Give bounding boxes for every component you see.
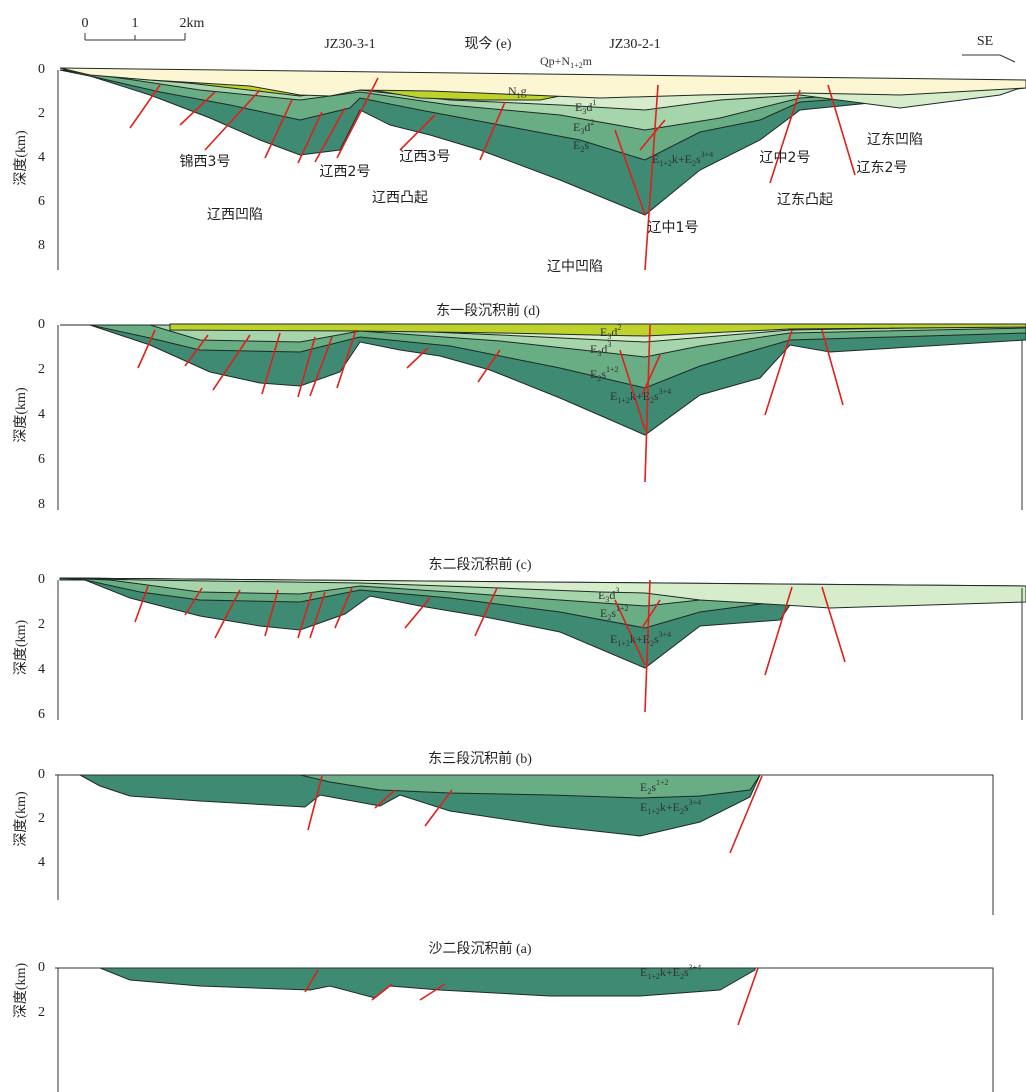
formula-subscript: 1+2 [570,61,583,70]
depth-tick-label: 2 [38,106,45,121]
formula-superscript: 3+4 [689,963,702,972]
formula-superscript: 3 [615,586,619,595]
depth-axis-label: 深度(km) [13,130,29,186]
depth-tick-label: 0 [38,317,45,332]
structure-label: 锦西3号 [180,153,231,170]
formula-superscript: 1+2 [606,365,619,374]
depth-axis-label: 深度(km) [13,963,29,1019]
direction-arrow [962,55,1015,62]
formula-superscript: 1+2 [616,604,629,613]
formula-text: g [521,84,527,98]
section-title: 现今 (e) [464,36,511,52]
formula-text: Qp+N [540,54,570,68]
cross-sections: 0 1 2km JZ30-3-1 JZ30-2-1 SE 现今 (e) 深度(km… [0,0,1026,1092]
formula-text: s [584,138,589,152]
section-panel: 现今 (e)深度(km)02468Qp+N1+2mN1gE3d1E3d2E2sE… [13,36,1026,275]
direction-label: SE [977,34,993,49]
formula-text: E [600,325,607,339]
structure-label: 辽西凹陷 [207,207,263,223]
formula-text: E [590,342,597,356]
depth-tick-label: 0 [38,767,45,782]
formula-superscript: 2 [617,323,621,332]
depth-tick-label: 2 [38,1005,45,1020]
depth-axis-label: 深度(km) [13,620,29,676]
scale-label: 0 [82,16,89,31]
structure-label: 辽西2号 [320,164,371,180]
structure-label: 辽东凹陷 [867,132,923,148]
scale-line [85,33,185,40]
depth-axis-label: 深度(km) [13,791,29,847]
formula-text: E [640,780,647,794]
formula-superscript: 3+4 [659,387,672,396]
depth-tick-label: 2 [38,617,45,632]
formula-text: k+E [630,632,650,646]
depth-tick-label: 0 [38,572,45,587]
formula-text: m [583,54,593,68]
well-label: JZ30-3-1 [324,37,375,52]
structure-label: 辽东凸起 [777,192,833,208]
structure-label: 辽中1号 [648,220,699,236]
formula-text: E [652,152,659,166]
formula-subscript: 1+2 [647,972,660,981]
depth-tick-label: 0 [38,62,45,77]
structure-label: 辽中2号 [760,150,811,166]
depth-tick-label: 8 [38,238,45,253]
depth-tick-label: 4 [38,407,45,422]
formula-superscript: 3+4 [689,798,702,807]
well-label: JZ30-2-1 [609,37,660,52]
formula-text: k+E [630,389,650,403]
structure-label: 辽中凹陷 [547,259,603,275]
formula-text: E [640,965,647,979]
depth-tick-label: 4 [38,150,45,165]
formula-superscript: 3+4 [659,630,672,639]
depth-tick-label: 4 [38,855,45,870]
section-panel: 东一段沉积前 (d)深度(km)02468E3d2E3d3E2s1+2E1+2k… [13,302,1026,512]
depth-tick-label: 2 [38,811,45,826]
scale-label: 1 [132,16,139,31]
formula-text: k+E [660,965,680,979]
scale-bar: 0 1 2km [82,16,205,40]
formula-superscript: 3 [607,340,611,349]
formula-text: E [600,606,607,620]
structure-label: 辽东2号 [857,160,908,176]
formula-text: N [508,84,517,98]
formula-text: E [573,120,580,134]
depth-tick-label: 6 [38,194,45,209]
section-panel: 东二段沉积前 (c)深度(km)0246E3d3E2s1+2E1+2k+E2s3… [13,556,1026,722]
formula-superscript: 2 [590,118,594,127]
formula-subscript: 1+2 [659,159,672,168]
formula-text: E [610,632,617,646]
formula-text: k+E [660,800,680,814]
depth-tick-label: 0 [38,960,45,975]
depth-tick-label: 6 [38,707,45,722]
depth-tick-label: 4 [38,662,45,677]
formula-text: E [640,800,647,814]
depth-tick-label: 2 [38,362,45,377]
section-title: 东二段沉积前 (c) [428,556,531,573]
depth-tick-label: 8 [38,497,45,512]
formula-text: k+E [672,152,692,166]
formula-superscript: 1 [592,98,596,107]
layer-label: Qp+N1+2m [540,54,593,70]
depth-axis-label: 深度(km) [13,387,29,443]
section-panel: 东三段沉积前 (b)深度(km)024E2s1+2E1+2k+E2s3+4 [13,750,993,915]
formula-subscript: 1+2 [617,639,630,648]
section-title: 东三段沉积前 (b) [428,750,532,767]
formula-text: E [573,138,580,152]
depth-tick-label: 6 [38,452,45,467]
scale-label: 2km [180,16,205,31]
formula-text: E [590,367,597,381]
formula-text: E [598,588,605,602]
structure-label: 辽西3号 [400,149,451,165]
section-title: 沙二段沉积前 (a) [428,940,531,957]
section-panel: 沙二段沉积前 (a)深度(km)02E1+2k+E2s3+4 [13,940,993,1092]
section-title: 东一段沉积前 (d) [436,302,540,319]
structure-label: 辽西凸起 [372,190,428,206]
formula-subscript: 1+2 [617,396,630,405]
formula-superscript: 1+2 [656,778,669,787]
formula-superscript: 3+4 [701,150,714,159]
formula-text: E [610,389,617,403]
formula-subscript: 1+2 [647,807,660,816]
formula-text: E [575,100,582,114]
